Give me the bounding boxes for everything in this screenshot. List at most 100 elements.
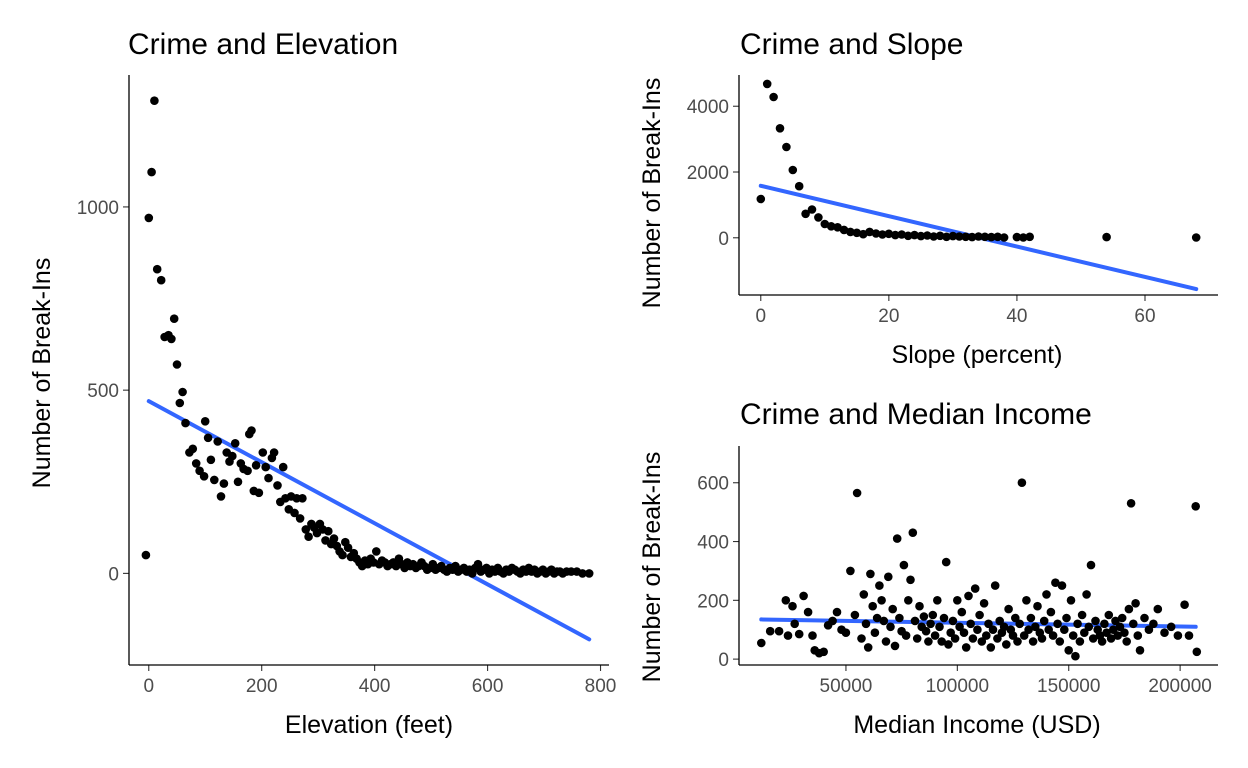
data-point	[974, 232, 983, 241]
data-point	[1124, 604, 1134, 614]
data-point	[995, 616, 1004, 626]
data-point	[993, 634, 1002, 643]
data-point	[1133, 631, 1143, 640]
data-point	[1160, 628, 1169, 637]
data-point	[828, 616, 837, 626]
y-tick-label: 200	[697, 591, 729, 612]
data-point	[216, 492, 226, 501]
data-point	[939, 613, 949, 623]
data-point	[1044, 625, 1053, 634]
data-point	[1135, 646, 1145, 655]
data-point	[879, 616, 889, 626]
data-point	[1191, 502, 1200, 511]
data-point	[1077, 610, 1087, 620]
data-point	[304, 532, 313, 541]
data-point	[1166, 622, 1176, 632]
data-point	[866, 569, 875, 579]
data-point	[1126, 499, 1136, 508]
data-point	[1002, 640, 1011, 649]
data-point	[912, 634, 922, 643]
data-point	[1053, 619, 1062, 629]
data-point	[986, 643, 996, 652]
data-point	[1015, 619, 1024, 629]
data-point	[175, 398, 185, 408]
y-axis-label: Number of Break-Ins	[28, 258, 56, 489]
data-point	[794, 181, 804, 191]
data-point	[884, 229, 894, 239]
data-point	[1104, 610, 1114, 620]
data-point	[926, 619, 935, 629]
data-point	[877, 596, 886, 605]
data-point	[264, 473, 273, 483]
y-tick-label: 500	[87, 381, 119, 402]
data-point	[892, 534, 902, 543]
data-point	[233, 477, 243, 487]
data-point	[964, 591, 973, 601]
data-point	[756, 194, 766, 204]
data-point	[948, 231, 958, 241]
data-point	[206, 455, 216, 465]
data-point	[1115, 622, 1125, 632]
data-point	[781, 596, 791, 605]
data-point	[191, 459, 201, 468]
data-point	[757, 638, 766, 648]
data-point	[846, 227, 855, 237]
tick-group: 0 20 40 60 0 2000 4000	[687, 97, 1156, 327]
data-point	[790, 619, 799, 629]
data-point	[973, 625, 982, 634]
data-point	[1084, 622, 1094, 632]
x-axis-label: Median Income (USD)	[853, 711, 1100, 739]
data-point	[258, 448, 268, 457]
data-point	[846, 566, 855, 576]
data-point	[975, 610, 984, 620]
data-point	[871, 229, 881, 238]
trend-line-group	[146, 399, 592, 642]
data-point	[1122, 637, 1131, 646]
x-tick-label: 100000	[926, 676, 989, 697]
data-point	[1073, 619, 1082, 629]
data-point	[891, 230, 900, 240]
data-point	[1057, 581, 1067, 590]
data-point	[967, 232, 977, 242]
chart-title: Crime and Slope	[740, 28, 963, 61]
data-point	[167, 334, 176, 344]
x-tick-label: 200000	[1148, 676, 1211, 697]
data-point	[915, 601, 924, 611]
data-point	[200, 417, 210, 426]
elevation-panel: Crime and Elevation 0 200 400 600 800 0 500 100…	[28, 28, 616, 739]
data-point	[886, 622, 895, 632]
data-point	[788, 165, 798, 175]
data-point	[178, 387, 187, 397]
data-point	[1080, 628, 1089, 637]
data-point	[203, 433, 213, 443]
data-point	[243, 466, 252, 476]
data-point	[928, 610, 938, 620]
data-point	[144, 213, 154, 223]
y-tick-label: 400	[697, 533, 729, 554]
data-point	[903, 231, 913, 241]
data-point	[948, 616, 958, 626]
data-point	[1046, 607, 1056, 617]
data-point	[987, 232, 996, 242]
x-tick-label: 0	[143, 676, 154, 697]
data-point	[944, 640, 953, 649]
data-point	[1037, 634, 1047, 643]
data-point	[935, 622, 944, 632]
data-point	[942, 232, 951, 242]
data-point	[473, 559, 483, 569]
data-point	[1066, 596, 1076, 605]
data-point	[970, 584, 980, 593]
data-point	[875, 581, 884, 590]
data-point	[1184, 631, 1194, 640]
data-point	[254, 488, 264, 498]
data-point	[859, 590, 869, 599]
data-point	[213, 437, 222, 446]
data-point	[929, 232, 938, 241]
data-point	[1075, 637, 1085, 646]
data-point	[1102, 628, 1111, 637]
data-point	[156, 275, 166, 285]
data-point	[1022, 596, 1031, 605]
point-group	[757, 478, 1202, 661]
data-point	[1031, 622, 1040, 632]
data-point	[884, 572, 893, 582]
